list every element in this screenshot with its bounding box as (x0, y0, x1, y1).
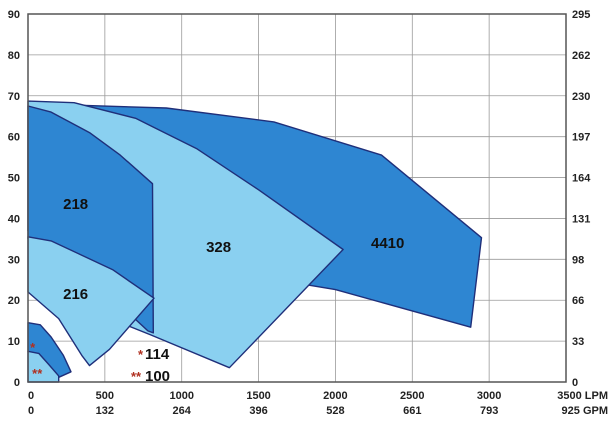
y-right-tick-label: 33 (572, 336, 584, 348)
x-tick-label: 1000 (169, 390, 193, 402)
region-label-218: 218 (63, 196, 88, 213)
performance-regions (27, 100, 483, 383)
annotation-stars: * (138, 347, 144, 362)
region-216 (27, 236, 155, 367)
x-secondary-tick-label: 925 GPM (562, 405, 608, 417)
y-left-tick-label: 20 (8, 295, 20, 307)
x-secondary-tick-label: 793 (480, 405, 498, 417)
y-right-tick-label: 98 (572, 254, 584, 266)
y-left-tick-label: 90 (8, 9, 20, 21)
y-left-tick-label: 40 (8, 213, 20, 225)
y-right-tick-label: 295 (572, 9, 590, 21)
y-left-tick-label: 30 (8, 254, 20, 266)
x-tick-label: 3500 LPM (557, 390, 608, 402)
x-tick-label: 1500 (246, 390, 270, 402)
y-right-tick-label: 164 (572, 173, 591, 185)
annotation-label: 100 (145, 368, 170, 385)
x-axis-secondary-ticks: 0 132 264 396 528 661 793 925 GPM (28, 405, 608, 417)
y-right-tick-label: 131 (572, 213, 590, 225)
y-left-tick-label: 50 (8, 173, 20, 185)
region-label-216: 216 (63, 286, 88, 303)
x-secondary-tick-label: 661 (403, 405, 421, 417)
y-left-tick-label: 70 (8, 91, 20, 103)
y-axis-left-ticks: 0 10 20 30 40 50 60 70 80 90 (8, 9, 20, 389)
x-tick-label: 2500 (400, 390, 424, 402)
y-right-tick-label: 66 (572, 295, 584, 307)
x-secondary-tick-label: 264 (173, 405, 192, 417)
annotation-stars: ** (131, 369, 142, 384)
x-axis-primary-ticks: 0 500 1000 1500 2000 2500 3000 3500 LPM (28, 390, 608, 402)
y-left-tick-label: 0 (14, 377, 20, 389)
y-left-tick-label: 60 (8, 132, 20, 144)
region-marker-100: ** (32, 366, 43, 381)
y-left-tick-label: 10 (8, 336, 20, 348)
y-axis-right-ticks: 0 33 66 98 131 164 197 230 262 295 (572, 9, 591, 389)
x-tick-label: 2000 (323, 390, 347, 402)
x-tick-label: 0 (28, 390, 34, 402)
y-right-tick-label: 197 (572, 132, 590, 144)
x-tick-label: 3000 (477, 390, 501, 402)
annotations: * 114** 100 (131, 346, 170, 385)
x-secondary-tick-label: 396 (249, 405, 267, 417)
annotation-label: 114 (145, 346, 170, 363)
y-right-tick-label: 230 (572, 91, 590, 103)
y-right-tick-label: 0 (572, 377, 578, 389)
x-secondary-tick-label: 132 (96, 405, 114, 417)
y-right-tick-label: 262 (572, 50, 590, 62)
region-label-4410: 4410 (371, 235, 404, 252)
x-secondary-tick-label: 528 (326, 405, 344, 417)
region-label-328: 328 (206, 239, 231, 256)
region-marker-114: * (30, 340, 36, 355)
x-secondary-tick-label: 0 (28, 405, 34, 417)
y-left-tick-label: 80 (8, 50, 20, 62)
x-tick-label: 500 (96, 390, 114, 402)
plot-frame (27, 13, 567, 383)
